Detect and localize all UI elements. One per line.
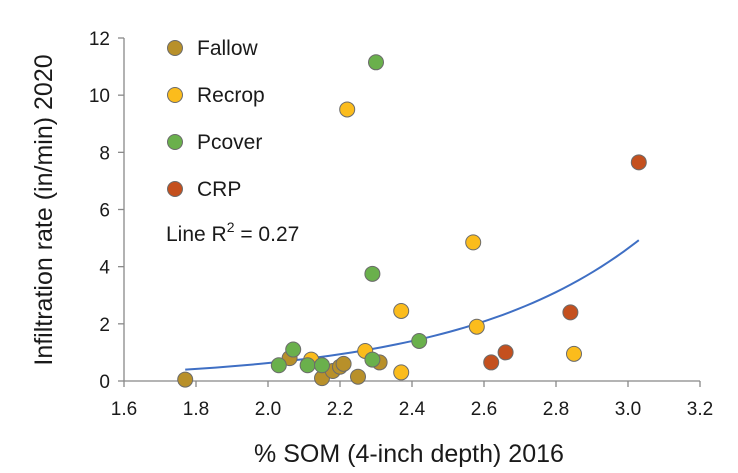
legend-label-pcover: Pcover (197, 131, 262, 154)
x-axis: 1.6 1.8 2.0 2.2 2.4 2.6 2.8 3.0 3.2 (111, 380, 713, 420)
annotation-prefix: Line R (166, 223, 227, 246)
x-tick-label: 3.0 (615, 399, 641, 420)
data-point-fallow (177, 371, 194, 388)
data-point-fallow (350, 368, 366, 385)
y-axis: 0 2 4 6 8 10 12 (89, 29, 125, 393)
data-point-pcover (299, 357, 316, 374)
legend: Fallow Recrop Pcover CRP (167, 37, 265, 201)
y-tick-label: 6 (99, 201, 110, 222)
annotation-superscript: 2 (227, 219, 235, 235)
data-point-crp (630, 154, 647, 171)
data-point-recrop (468, 318, 485, 335)
x-tick-label: 2.0 (255, 399, 281, 420)
data-point-pcover (270, 357, 287, 374)
data-point-crp (483, 354, 500, 371)
data-point-fallow (335, 355, 352, 372)
data-points (177, 54, 647, 388)
data-point-recrop (393, 302, 410, 319)
annotation-suffix: = 0.27 (235, 223, 300, 246)
legend-marker-crp (167, 181, 183, 197)
x-tick-label: 2.4 (399, 399, 426, 420)
y-tick-label: 12 (89, 29, 110, 50)
r-squared-annotation: Line R2 = 0.27 (166, 219, 299, 246)
legend-label-fallow: Fallow (197, 37, 259, 60)
data-point-recrop (465, 234, 482, 251)
data-point-pcover (364, 265, 381, 282)
y-tick-label: 4 (99, 258, 110, 279)
y-tick-label: 2 (99, 315, 110, 336)
legend-label-recrop: Recrop (197, 84, 265, 107)
data-point-recrop (339, 101, 356, 118)
data-point-recrop (566, 345, 582, 362)
data-point-recrop (393, 364, 410, 381)
legend-marker-fallow (167, 40, 183, 56)
x-tick-label: 2.8 (543, 399, 569, 420)
x-tick-label: 3.2 (687, 399, 713, 420)
y-tick-label: 10 (89, 86, 110, 107)
y-axis-title: Infiltration rate (in/min) 2020 (30, 54, 58, 365)
data-point-pcover (314, 357, 330, 374)
y-tick-label: 0 (99, 372, 110, 393)
data-point-pcover (368, 54, 384, 71)
data-point-pcover (364, 351, 381, 368)
legend-marker-pcover (167, 134, 183, 150)
y-tick-label: 8 (99, 143, 110, 164)
x-tick-label: 2.2 (327, 399, 353, 420)
x-tick-label: 1.8 (183, 399, 209, 420)
x-axis-title: % SOM (4-inch depth) 2016 (254, 440, 564, 468)
legend-label-crp: CRP (197, 178, 241, 201)
data-point-crp (562, 304, 579, 321)
x-tick-label: 2.6 (471, 399, 497, 420)
legend-marker-recrop (167, 87, 183, 103)
data-point-pcover (285, 341, 302, 358)
data-point-pcover (411, 332, 428, 349)
x-tick-label: 1.6 (111, 399, 137, 420)
data-point-crp (497, 344, 514, 361)
